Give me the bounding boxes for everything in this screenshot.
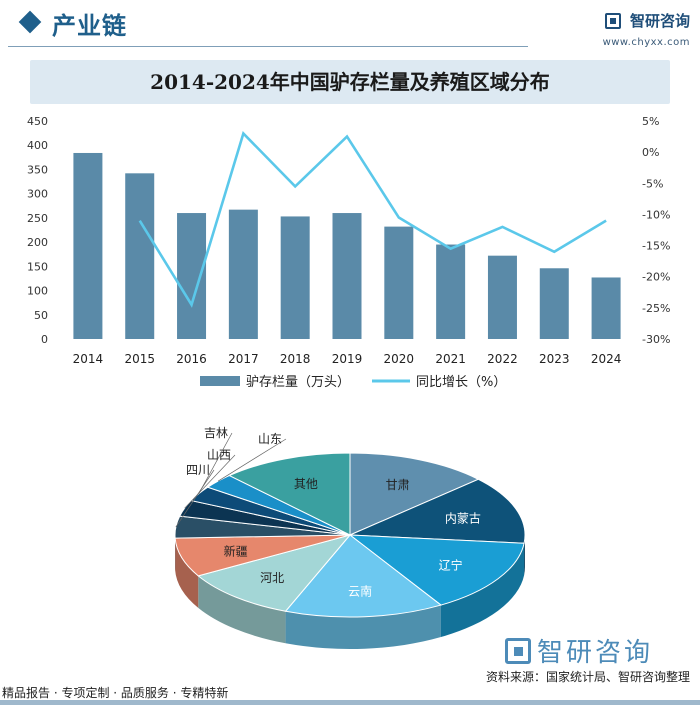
- bar-series: [73, 152, 621, 339]
- pie-side: [175, 535, 525, 649]
- brand: 智研咨询 www.chyxx.com: [603, 10, 690, 48]
- bar-2015: [125, 173, 155, 339]
- pie-leader-line: [175, 469, 215, 528]
- brand-logo-icon: [604, 12, 621, 29]
- chart-title: 2014-2024年中国驴存栏量及养殖区域分布: [150, 70, 550, 94]
- header-divider: [8, 46, 528, 47]
- bar-line-chart: 450 400 350 300 250 200 150 100 50 0 5% 0% -5% -10% -…: [27, 115, 670, 390]
- legend-bar-swatch: [200, 376, 240, 386]
- pie-slice-辽宁: [348, 534, 525, 606]
- page-header: 产业链 智研咨询 www.chyxx.com: [0, 0, 700, 50]
- x-tick-label: 2016: [176, 352, 207, 366]
- pie-label-甘肃: 甘肃: [386, 478, 410, 492]
- source-logo-name: 智研咨询: [537, 638, 654, 668]
- bar-2022: [487, 255, 517, 339]
- pie-slices: [174, 452, 526, 618]
- pie-label-山东: 山东: [258, 432, 282, 446]
- left-tick-label: 400: [27, 139, 48, 152]
- bar-2017: [228, 209, 258, 339]
- bar-2018: [280, 216, 310, 339]
- x-tick-label: 2023: [539, 352, 570, 366]
- right-tick-label: 0%: [642, 146, 659, 159]
- source-logo: 智研咨询: [505, 632, 653, 669]
- left-tick-label: 150: [27, 260, 48, 273]
- pie-side-辽宁: [440, 543, 525, 638]
- brand-url: www.chyxx.com: [602, 37, 690, 48]
- pie-side-云南: [285, 605, 441, 649]
- x-tick-label: 2018: [280, 352, 311, 366]
- pie-slice-河北: [197, 534, 352, 612]
- chart-title-band: 2014-2024年中国驴存栏量及养殖区域分布: [30, 60, 670, 104]
- line-series: [138, 130, 607, 308]
- pie-side-内蒙古: [524, 535, 525, 576]
- left-tick-label: 250: [27, 212, 48, 225]
- pie-leader-line: [184, 454, 236, 509]
- right-tick-label: -5%: [642, 177, 663, 190]
- pie-label-新疆: 新疆: [224, 543, 248, 558]
- x-tick-label: 2024: [591, 352, 622, 366]
- x-axis-labels: 2014 2015 2016 2017 2018 2019 2020 2021 2022 2023…: [73, 352, 622, 366]
- legend-line-label: 同比增长（%）: [416, 375, 506, 390]
- source-note: 资料来源：国家统计局、智研咨询整理: [485, 670, 690, 684]
- pie-label-内蒙古: 内蒙古: [445, 510, 481, 525]
- pie-slice-甘肃: [349, 452, 480, 536]
- pie-slice-其他: [228, 452, 351, 536]
- pie-label-吉林: 吉林: [204, 426, 228, 440]
- footer-tagline: 精品报告 · 专项定制 · 品质服务 · 专精特新: [2, 686, 229, 700]
- pie-label-云南: 云南: [348, 584, 372, 599]
- pie-slice-内蒙古: [349, 478, 526, 544]
- x-tick-label: 2015: [124, 352, 155, 366]
- brand-name: 智研咨询: [629, 12, 690, 30]
- bar-2023: [539, 268, 569, 339]
- left-tick-label: 50: [34, 309, 48, 322]
- legend-bar-label: 驴存栏量（万头）: [246, 374, 350, 390]
- left-tick-label: 200: [27, 236, 48, 249]
- right-axis: 5% 0% -5% -10% -15% -20% -25% -30%: [642, 115, 670, 346]
- right-tick-label: -30%: [642, 333, 670, 346]
- pie-label-辽宁: 辽宁: [439, 558, 463, 573]
- right-tick-label: 5%: [642, 115, 659, 128]
- pie-label-山西: 山西: [207, 448, 231, 462]
- left-axis: 450 400 350 300 250 200 150 100 50 0: [27, 115, 48, 346]
- pie-slice-云南: [284, 534, 443, 618]
- left-tick-label: 100: [27, 285, 48, 298]
- chart-legend: 驴存栏量（万头） 同比增长（%）: [200, 374, 506, 390]
- x-tick-label: 2019: [332, 352, 363, 366]
- pie-leader-line: [217, 438, 287, 482]
- right-tick-label: -10%: [642, 208, 670, 221]
- x-tick-label: 2021: [435, 352, 466, 366]
- pie-label-四川: 四川: [186, 463, 210, 477]
- pie-leader-line: [198, 432, 233, 494]
- right-tick-label: -15%: [642, 240, 670, 253]
- pie-label-其他: 其他: [294, 477, 318, 491]
- right-tick-label: -20%: [642, 271, 670, 284]
- x-tick-label: 2017: [228, 352, 259, 366]
- left-tick-label: 300: [27, 188, 48, 201]
- page-title: 产业链: [52, 12, 127, 40]
- bar-2020: [384, 226, 414, 339]
- left-tick-label: 450: [27, 115, 48, 128]
- bar-2016: [177, 213, 207, 339]
- right-tick-label: -25%: [642, 302, 670, 315]
- left-tick-label: 0: [41, 333, 48, 346]
- pie-side-新疆: [175, 538, 199, 608]
- footer-bar: [0, 700, 700, 705]
- pie-side-河北: [198, 575, 286, 644]
- x-tick-label: 2022: [487, 352, 518, 366]
- x-tick-label: 2020: [384, 352, 415, 366]
- bar-2014: [73, 152, 103, 339]
- left-tick-label: 350: [27, 163, 48, 176]
- pie-label-河北: 河北: [260, 571, 284, 585]
- bar-2019: [332, 213, 362, 339]
- x-tick-label: 2014: [73, 352, 104, 366]
- growth-line: [138, 130, 607, 308]
- source-logo-icon: [505, 637, 531, 664]
- bar-2024: [591, 277, 621, 339]
- bar-2021: [436, 244, 466, 339]
